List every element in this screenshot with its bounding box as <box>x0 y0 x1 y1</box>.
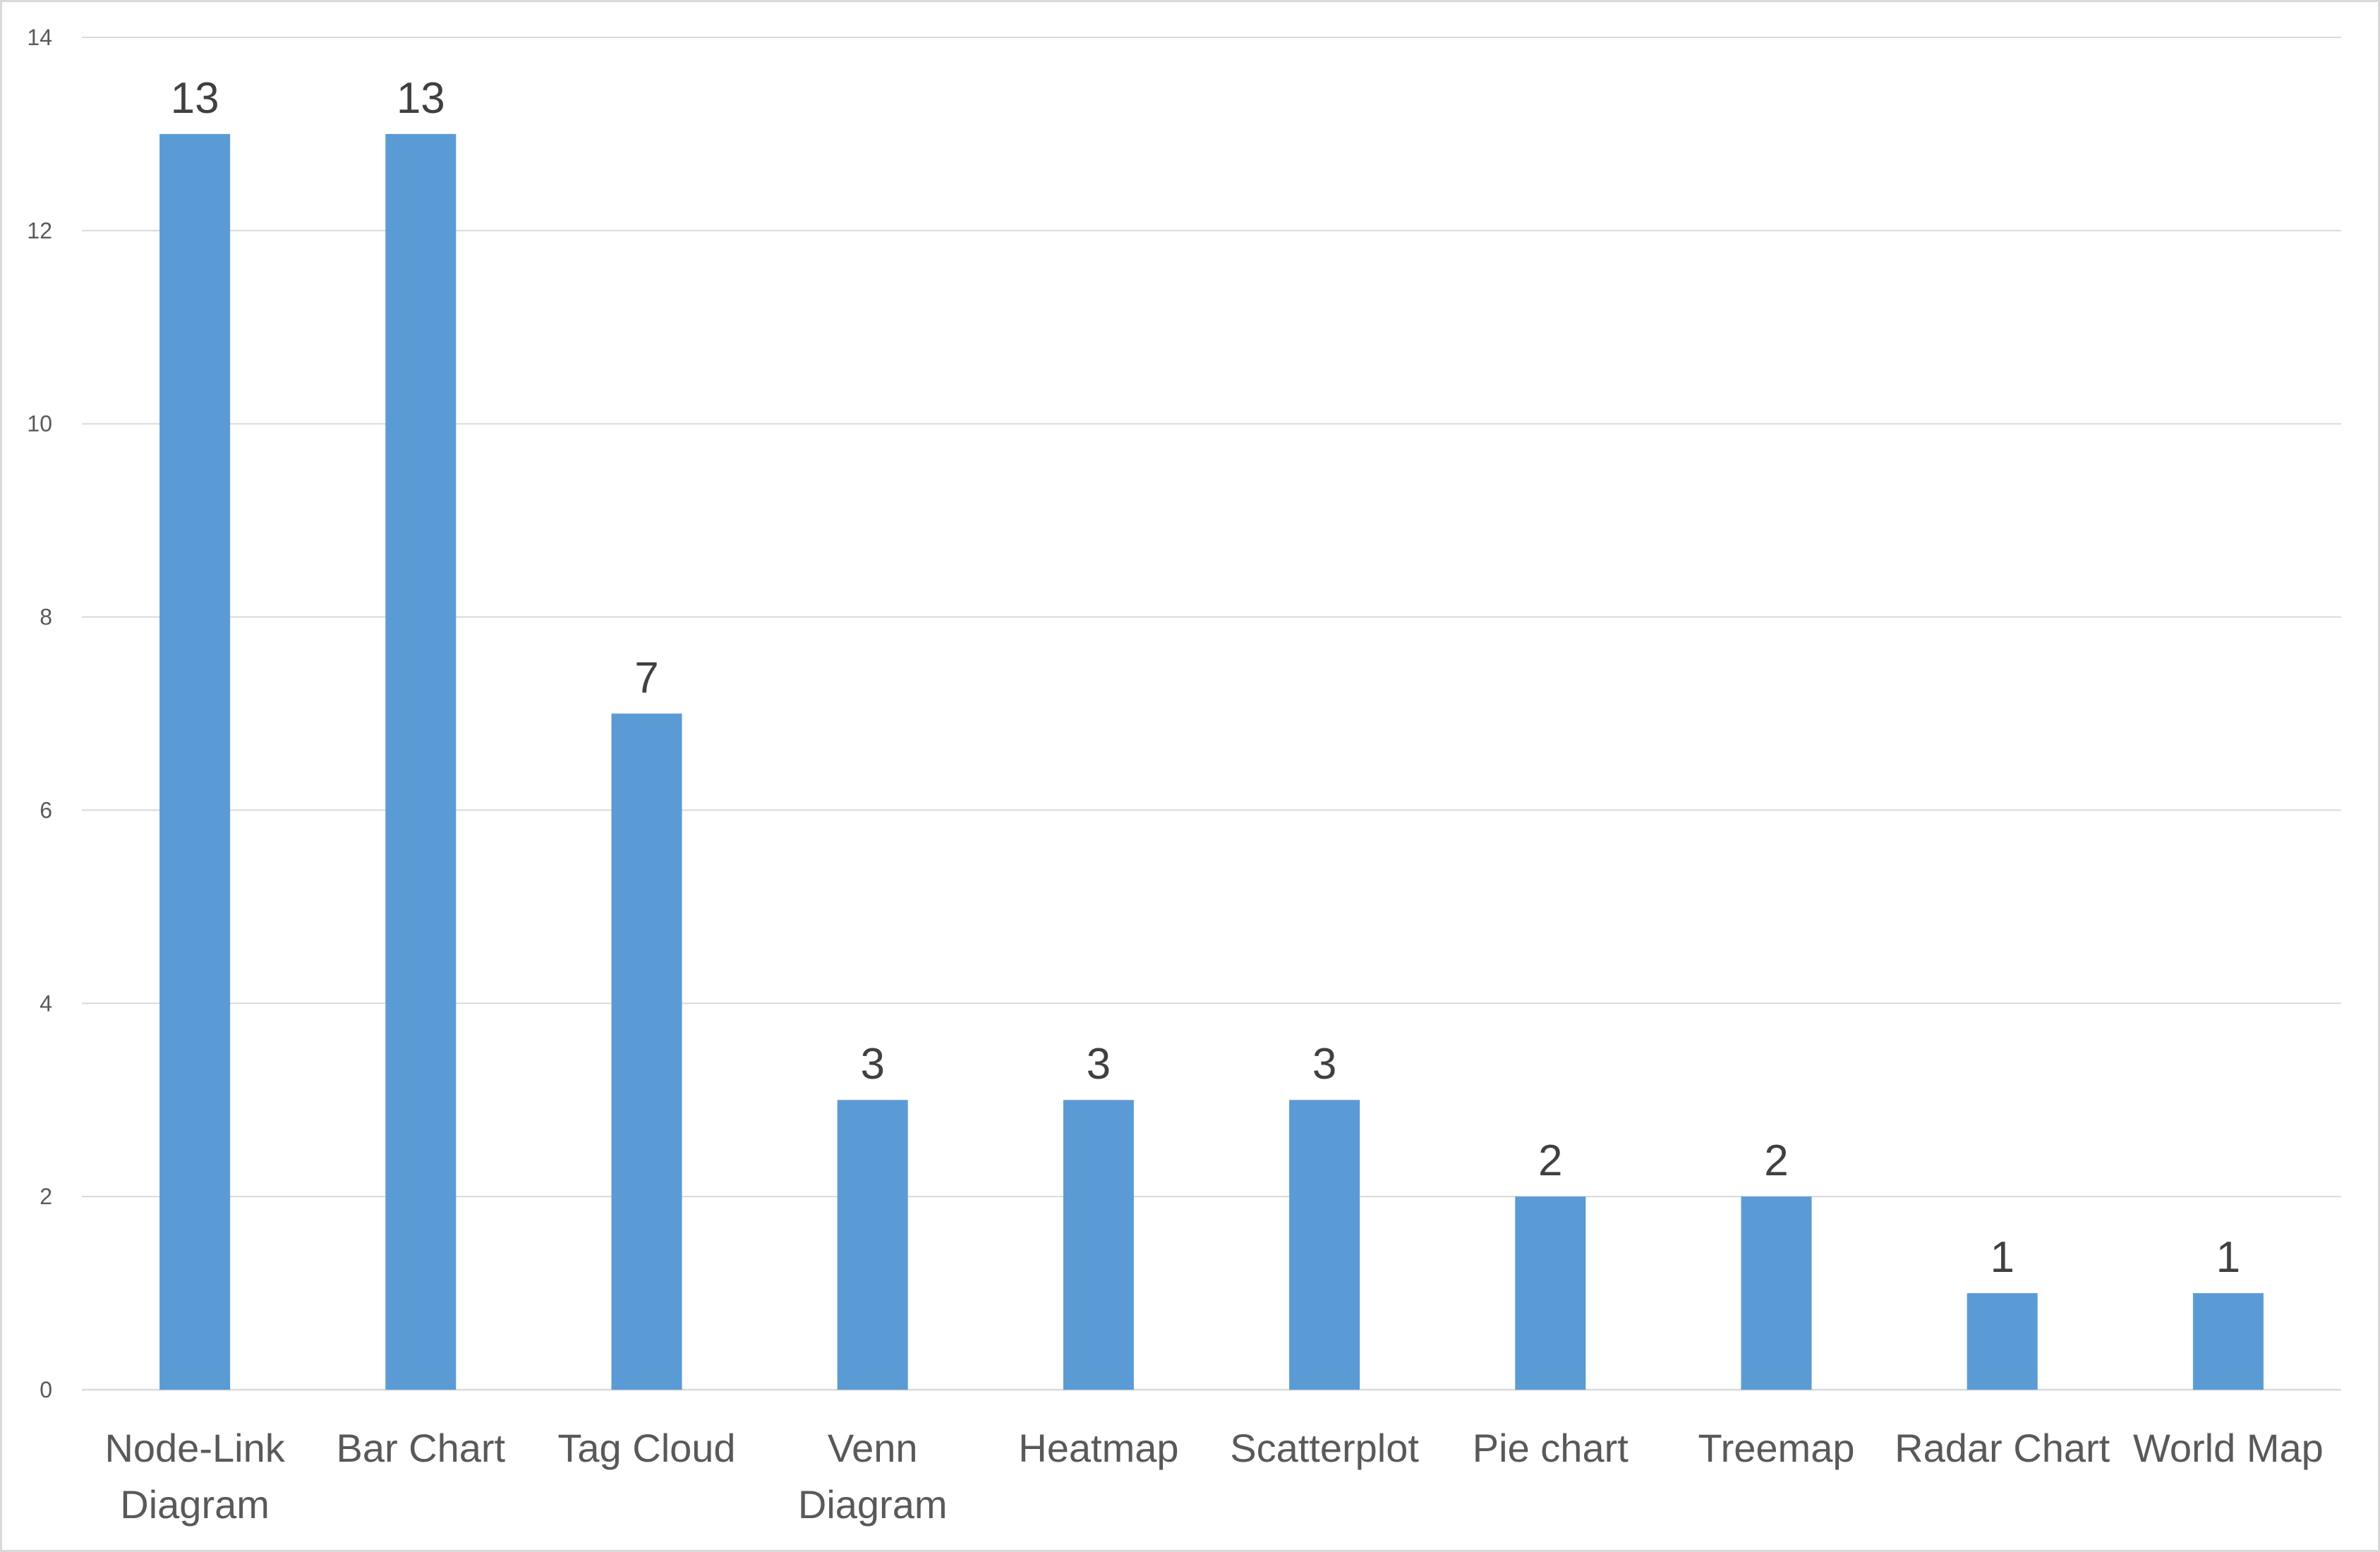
data-label: 3 <box>1312 1040 1336 1089</box>
data-label: 1 <box>2216 1233 2240 1282</box>
bar <box>159 133 231 1390</box>
x-tick-label: Scatterplot <box>1230 1426 1419 1470</box>
bars <box>159 133 2264 1390</box>
data-label: 13 <box>171 74 219 123</box>
bar <box>1289 1100 1360 1390</box>
bar <box>1967 1293 2038 1390</box>
bar <box>385 133 457 1390</box>
x-tick-label-line: Heatmap <box>1018 1426 1178 1470</box>
data-label: 2 <box>1764 1136 1788 1185</box>
y-tick-label: 4 <box>40 990 52 1016</box>
bar <box>1063 1100 1134 1390</box>
y-tick-label: 2 <box>40 1184 52 1209</box>
x-tick-label: Node-Link Diagram <box>104 1426 285 1527</box>
y-axis: 0 2 4 6 8 10 12 14 <box>27 25 52 1402</box>
bar <box>1515 1196 1586 1390</box>
bar <box>2192 1293 2264 1390</box>
x-tick-label-line: Radar Chart <box>1895 1426 2110 1470</box>
bar <box>611 713 682 1390</box>
y-tick-label: 10 <box>27 411 52 437</box>
data-label: 13 <box>397 74 445 123</box>
x-tick-label-line: Treemap <box>1698 1426 1854 1470</box>
x-tick-label: Bar Chart <box>336 1426 505 1470</box>
x-tick-label-line: Diagram <box>798 1482 948 1527</box>
gridlines <box>82 37 2341 1391</box>
data-label: 1 <box>1990 1233 2014 1282</box>
x-tick-label: Pie chart <box>1473 1426 1629 1470</box>
bar <box>837 1100 908 1390</box>
y-tick-label: 6 <box>40 797 52 823</box>
x-tick-label: World Map <box>2133 1426 2324 1470</box>
x-tick-label-line: Bar Chart <box>336 1426 505 1470</box>
x-tick-label-line: World Map <box>2133 1426 2324 1470</box>
y-tick-label: 0 <box>40 1377 52 1402</box>
x-tick-label-line: Diagram <box>120 1482 270 1527</box>
x-tick-label: Heatmap <box>1018 1426 1178 1470</box>
data-label: 2 <box>1538 1136 1562 1185</box>
x-tick-label: Treemap <box>1698 1426 1854 1470</box>
x-tick-label: Tag Cloud <box>557 1426 735 1470</box>
y-tick-label: 12 <box>27 218 52 243</box>
x-axis: Node-Link Diagram Bar Chart Tag Cloud Venn Di… <box>104 1426 2323 1527</box>
data-label: 7 <box>634 654 658 703</box>
x-tick-label-line: Scatterplot <box>1230 1426 1419 1470</box>
x-tick-label-line: Tag Cloud <box>557 1426 735 1470</box>
y-tick-label: 14 <box>27 25 52 50</box>
data-label: 3 <box>860 1040 884 1089</box>
bar <box>1741 1196 1812 1390</box>
x-tick-label: Radar Chart <box>1895 1426 2110 1470</box>
data-labels: 13 13 7 3 3 3 2 2 1 1 <box>171 74 2241 1282</box>
data-label: 3 <box>1087 1040 1111 1089</box>
x-tick-label-line: Venn <box>828 1426 918 1470</box>
x-tick-label-line: Pie chart <box>1473 1426 1629 1470</box>
x-tick-label-line: Node-Link <box>104 1426 285 1470</box>
x-tick-label: Venn Diagram <box>798 1426 948 1527</box>
y-tick-label: 8 <box>40 605 52 630</box>
